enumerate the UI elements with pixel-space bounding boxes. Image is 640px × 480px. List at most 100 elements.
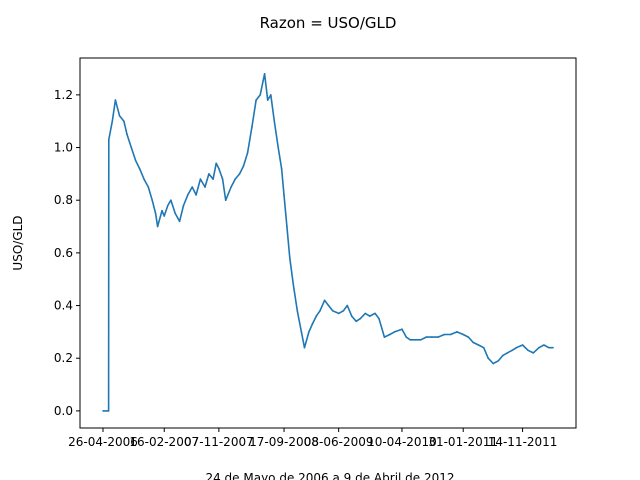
y-axis-label: USO/GLD	[11, 215, 25, 270]
data-point	[389, 333, 391, 336]
data-point	[234, 178, 236, 180]
x-tick-label: 10-04-2010	[367, 435, 437, 449]
data-point	[497, 360, 500, 362]
x-axis: 26-04-200616-02-200707-11-200717-09-2008…	[68, 428, 557, 449]
data-point	[409, 339, 412, 341]
data-point	[414, 339, 417, 341]
data-point	[273, 120, 276, 122]
data-point	[283, 194, 285, 196]
data-point	[259, 94, 262, 96]
data-point	[163, 215, 165, 217]
y-tick-label: 0.4	[54, 299, 73, 313]
data-point	[477, 344, 480, 346]
data-point	[515, 346, 518, 349]
x-tick-label: 08-06-2009	[304, 435, 374, 449]
data-point	[170, 199, 172, 201]
data-point	[204, 186, 206, 188]
data-point	[143, 178, 145, 180]
data-point	[147, 186, 150, 188]
data-point	[506, 352, 509, 354]
data-point	[199, 178, 202, 180]
data-point	[364, 312, 367, 315]
data-point	[246, 152, 249, 154]
data-point	[251, 125, 253, 128]
y-tick-label: 1.2	[54, 88, 73, 102]
data-point	[286, 225, 288, 228]
y-tick-label: 1.0	[54, 141, 73, 155]
plot-area-frame	[79, 57, 577, 429]
data-point	[263, 73, 266, 75]
data-point	[521, 344, 524, 346]
data-point	[167, 204, 169, 207]
data-point	[315, 315, 318, 317]
y-tick-label: 0.6	[54, 246, 73, 260]
data-point	[492, 362, 495, 365]
data-point	[178, 220, 181, 223]
data-point	[151, 199, 153, 201]
data-point	[374, 312, 376, 315]
data-point	[425, 336, 428, 338]
data-point	[342, 310, 345, 312]
data-point	[527, 349, 529, 352]
data-point	[123, 120, 125, 122]
data-point	[111, 120, 114, 122]
data-point	[420, 339, 422, 341]
data-point	[212, 178, 214, 180]
data-point	[156, 225, 159, 228]
data-point	[230, 186, 232, 188]
data-point	[289, 257, 291, 259]
data-point	[327, 304, 330, 307]
data-point	[174, 212, 176, 215]
data-point	[296, 310, 299, 312]
data-point	[383, 336, 386, 338]
data-point	[393, 331, 396, 333]
data-point	[482, 346, 485, 349]
x-tick-label: 16-02-2007	[129, 435, 199, 449]
data-point	[308, 331, 310, 333]
data-point	[443, 333, 446, 336]
data-point	[511, 349, 513, 352]
x-tick-label: 17-09-2008	[249, 435, 319, 449]
data-point	[255, 99, 257, 101]
data-point	[449, 333, 452, 336]
data-point	[118, 115, 121, 117]
data-point	[532, 352, 535, 354]
data-point	[292, 283, 295, 286]
x-tick-label: 14-11-2011	[488, 435, 558, 449]
data-point	[401, 328, 403, 331]
data-point	[280, 167, 283, 170]
data-point	[355, 320, 358, 323]
y-tick-label: 0.0	[54, 404, 73, 418]
data-point	[346, 304, 349, 307]
data-point	[501, 354, 504, 357]
data-point	[437, 336, 439, 338]
data-point	[238, 173, 241, 175]
data-point	[552, 346, 554, 349]
data-point	[538, 346, 540, 349]
data-point	[107, 410, 110, 412]
data-point	[266, 99, 269, 101]
data-point	[187, 194, 189, 196]
data-point	[182, 204, 185, 207]
data-point	[114, 99, 117, 101]
series-layer	[102, 73, 554, 412]
data-point	[319, 310, 321, 312]
data-point	[277, 146, 280, 149]
x-tick-label: 31-01-2011	[428, 435, 498, 449]
data-point	[130, 146, 133, 149]
data-point	[161, 209, 163, 212]
data-point	[487, 357, 490, 360]
x-tick-label: 26-04-2006	[68, 435, 138, 449]
data-point	[154, 212, 157, 215]
data-point	[208, 173, 210, 175]
data-point	[218, 167, 220, 170]
data-point	[303, 346, 306, 349]
data-point	[350, 315, 353, 317]
data-point	[134, 159, 137, 162]
data-point	[431, 336, 433, 338]
y-axis: 0.0 0.2 0.4 0.6 0.8 1.0 1.2	[54, 88, 80, 418]
x-axis-label: 24 de Mayo de 2006 a 9 de Abril de 2012	[205, 471, 454, 480]
data-point	[323, 299, 326, 302]
